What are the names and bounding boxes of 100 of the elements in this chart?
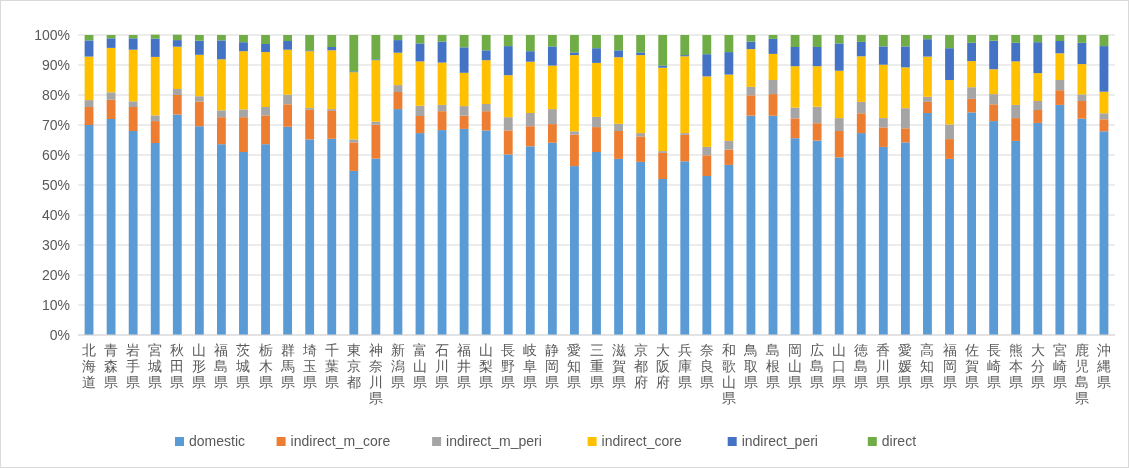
bar — [371, 60, 381, 122]
bar — [1011, 35, 1021, 43]
bar — [503, 130, 513, 155]
bar — [503, 35, 513, 47]
bar — [658, 152, 668, 179]
bar — [878, 64, 888, 119]
bar — [812, 47, 822, 67]
bar — [128, 107, 138, 131]
bar — [900, 46, 910, 68]
bar — [84, 56, 94, 101]
bar — [1077, 94, 1087, 101]
y-tick-label: 90% — [41, 57, 70, 73]
bar — [327, 47, 337, 51]
bar — [768, 115, 778, 335]
bar — [1055, 90, 1065, 105]
x-tick-label: 山形県 — [192, 342, 207, 390]
bar — [592, 127, 601, 152]
x-tick-label: 鹿児島県 — [1074, 342, 1089, 406]
bar — [150, 143, 160, 335]
bar — [1077, 118, 1087, 335]
bar — [128, 101, 138, 107]
legend-label: indirect_peri — [741, 433, 818, 449]
bar — [217, 40, 226, 60]
bar — [1033, 110, 1043, 123]
y-tick-label: 20% — [41, 267, 70, 283]
bar — [349, 72, 359, 140]
bar — [261, 115, 270, 145]
bar — [393, 52, 403, 86]
bar — [217, 59, 226, 111]
bar — [856, 35, 866, 42]
bar — [172, 40, 182, 47]
bar — [570, 35, 579, 53]
bar — [106, 38, 116, 48]
bar — [1077, 35, 1087, 43]
bar — [614, 50, 623, 58]
bar — [592, 62, 601, 117]
bar — [1055, 104, 1065, 335]
bar — [768, 80, 778, 95]
bar — [437, 41, 447, 63]
bar — [128, 35, 138, 39]
bar — [172, 34, 182, 41]
bar — [106, 47, 116, 93]
bar — [239, 109, 248, 118]
bar — [283, 41, 293, 50]
x-tick-label: 岡山県 — [788, 342, 803, 390]
bar — [437, 111, 447, 131]
bar — [239, 51, 248, 110]
bar — [856, 56, 866, 102]
x-tick-label: 北海道 — [82, 342, 97, 390]
x-tick-label: 高知県 — [920, 342, 935, 390]
bar — [592, 35, 601, 49]
bar — [459, 35, 469, 48]
bar — [393, 40, 403, 53]
bar — [547, 46, 557, 66]
x-tick-label: 青森県 — [104, 342, 119, 390]
bar — [570, 166, 579, 335]
bar — [724, 74, 734, 141]
bar — [305, 35, 315, 51]
bar — [636, 161, 646, 335]
bar — [989, 69, 999, 95]
bar — [283, 49, 293, 95]
bar — [636, 52, 646, 56]
y-tick-label: 100% — [34, 27, 70, 43]
x-tick-label: 岩手県 — [126, 342, 141, 390]
bar — [106, 92, 116, 100]
bar — [923, 39, 932, 57]
bar — [592, 48, 601, 63]
x-tick-label: 大分県 — [1030, 342, 1045, 390]
x-tick-label: 石川県 — [435, 342, 450, 390]
bar — [239, 152, 248, 335]
bar — [900, 128, 910, 143]
legend-label: direct — [881, 433, 917, 449]
bar — [503, 46, 513, 76]
bar — [945, 35, 954, 49]
bar — [84, 107, 94, 125]
bar — [261, 44, 270, 53]
bar — [261, 144, 270, 335]
bar — [967, 87, 976, 99]
bar — [393, 109, 403, 335]
bar — [658, 67, 668, 152]
bar — [1033, 35, 1043, 43]
bar — [923, 101, 932, 113]
x-tick-label: 千葉県 — [324, 342, 339, 390]
y-tick-label: 80% — [41, 87, 70, 103]
bar — [415, 116, 425, 134]
bar — [967, 98, 976, 113]
bar — [239, 117, 248, 152]
bar — [945, 80, 954, 125]
bar — [746, 115, 756, 335]
bar — [834, 35, 844, 44]
bar — [680, 56, 690, 134]
bar — [658, 65, 668, 68]
bar — [570, 134, 579, 167]
bar — [371, 121, 381, 125]
bar — [261, 35, 270, 44]
bar — [614, 123, 623, 131]
bar — [239, 35, 248, 43]
bar — [481, 104, 491, 112]
bar — [724, 52, 734, 75]
bar — [415, 61, 425, 106]
